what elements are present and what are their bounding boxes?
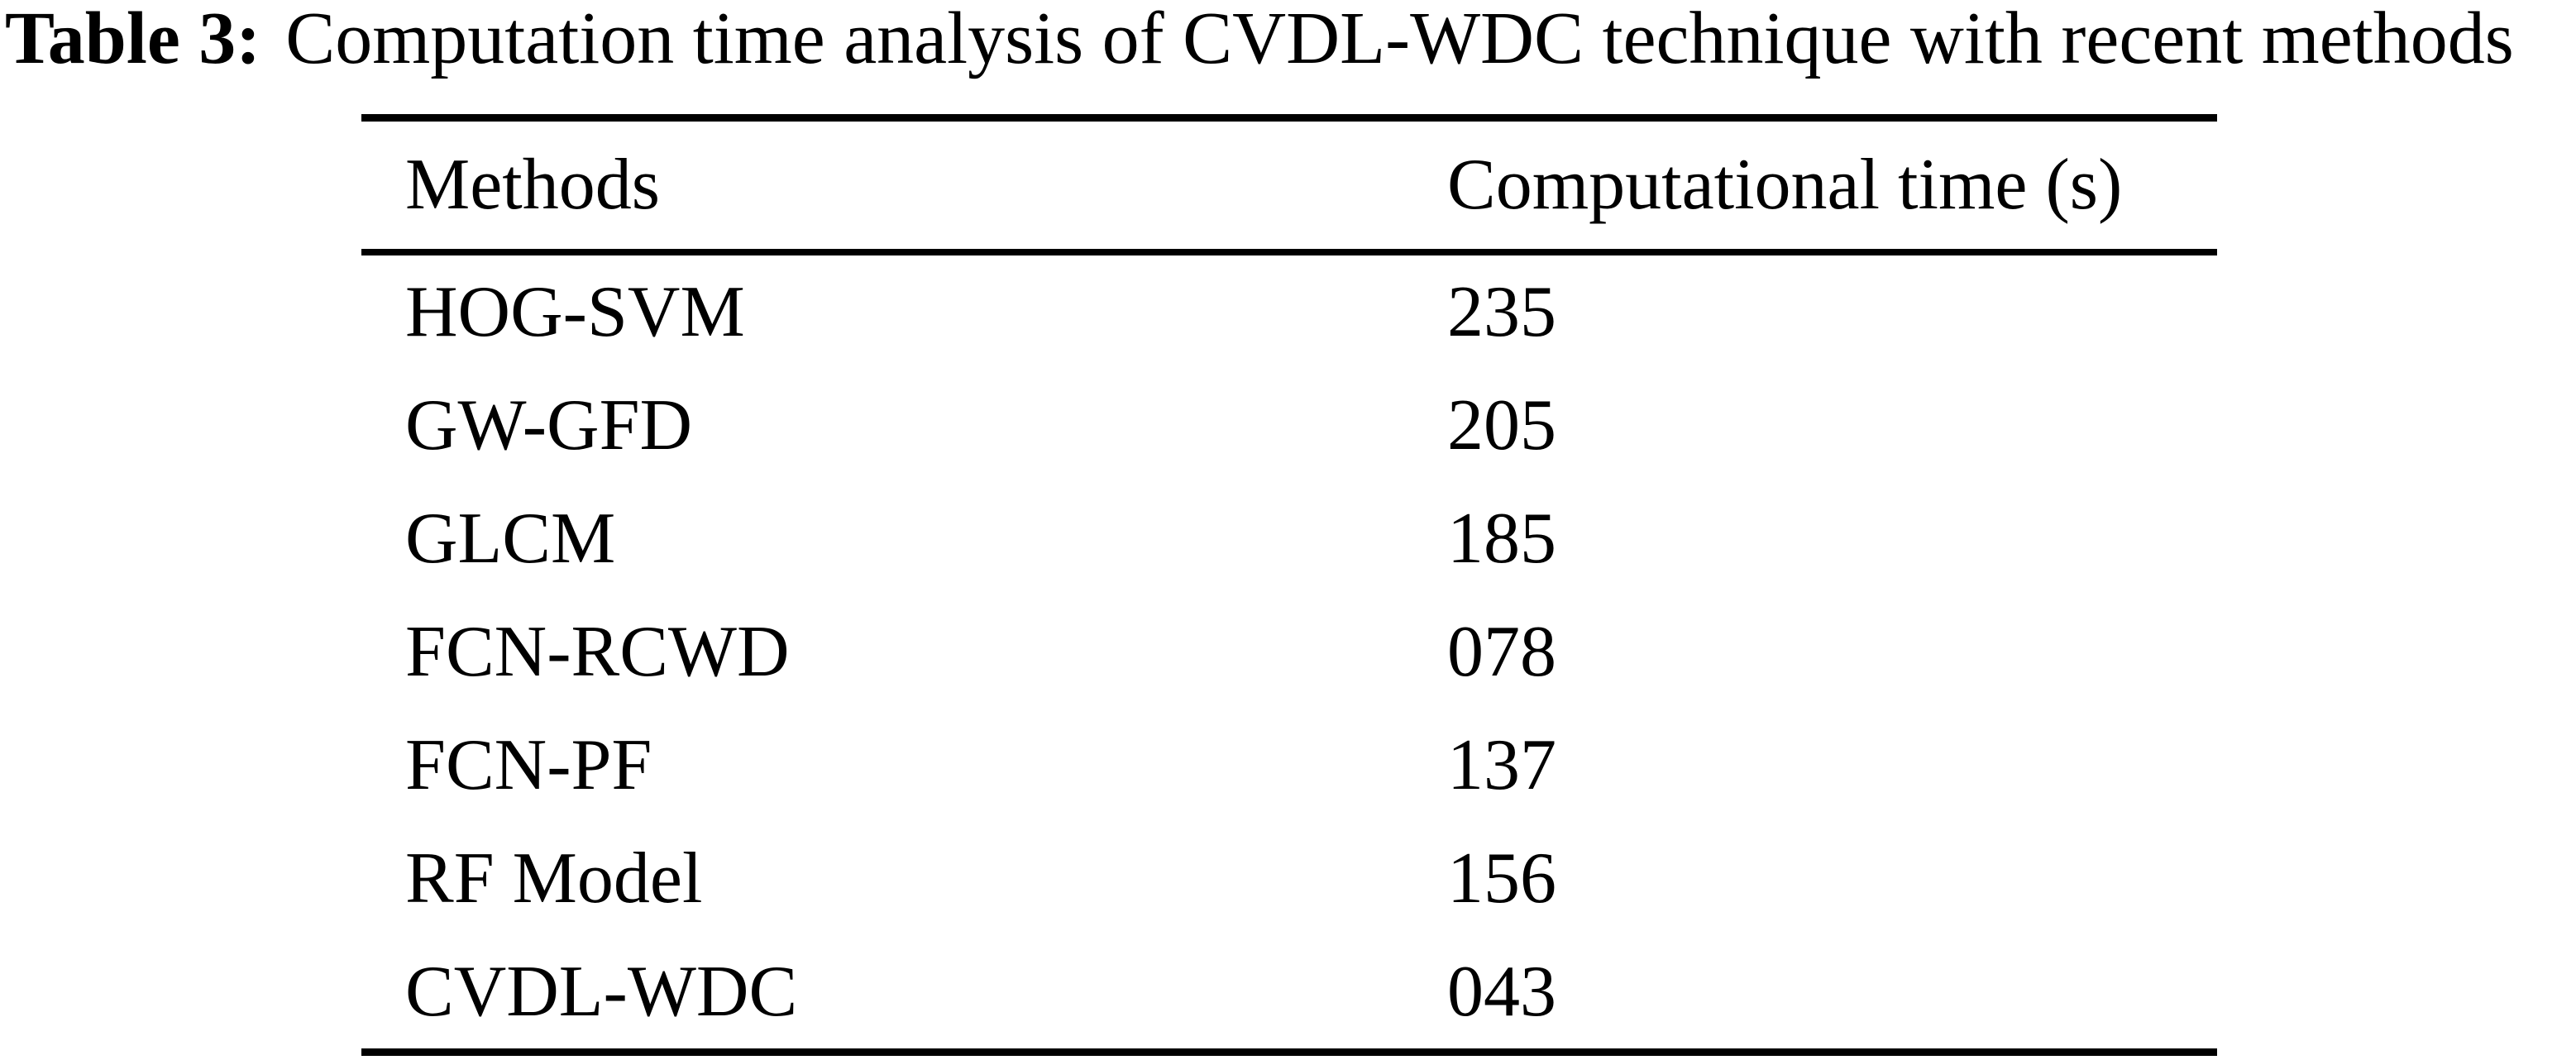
- time-cell: 235: [1447, 271, 1556, 352]
- method-cell: GW-GFD: [405, 384, 693, 466]
- computation-time-table: Methods Computational time (s) HOG-SVM 2…: [361, 114, 2217, 1056]
- column-header-computational-time: Computational time (s): [1447, 145, 2123, 225]
- method-cell: HOG-SVM: [405, 271, 745, 352]
- table-row: RF Model 156: [361, 822, 2217, 935]
- method-cell: GLCM: [405, 498, 616, 579]
- table-header-rule: [361, 249, 2217, 255]
- table-header-row: Methods Computational time (s): [361, 122, 2217, 249]
- table-row: HOG-SVM 235: [361, 255, 2217, 369]
- table-row: GLCM 185: [361, 482, 2217, 595]
- time-cell: 043: [1447, 951, 1556, 1032]
- time-cell: 078: [1447, 611, 1556, 692]
- table-row: CVDL-WDC 043: [361, 935, 2217, 1048]
- table-row: GW-GFD 205: [361, 369, 2217, 482]
- method-cell: FCN-RCWD: [405, 611, 790, 692]
- method-cell: CVDL-WDC: [405, 951, 798, 1032]
- table-row: FCN-RCWD 078: [361, 595, 2217, 709]
- column-header-methods: Methods: [405, 145, 660, 225]
- table-caption-text: Computation time analysis of CVDL-WDC te…: [285, 0, 2514, 79]
- time-cell: 205: [1447, 384, 1556, 466]
- table-top-rule: [361, 114, 2217, 122]
- time-cell: 137: [1447, 724, 1556, 805]
- time-cell: 185: [1447, 498, 1556, 579]
- table-bottom-rule: [361, 1048, 2217, 1056]
- method-cell: FCN-PF: [405, 724, 652, 805]
- time-cell: 156: [1447, 838, 1556, 919]
- table-caption: Table 3: Computation time analysis of CVD…: [5, 0, 2514, 84]
- table-caption-number: Table 3:: [5, 0, 261, 79]
- method-cell: RF Model: [405, 838, 703, 919]
- table-row: FCN-PF 137: [361, 709, 2217, 822]
